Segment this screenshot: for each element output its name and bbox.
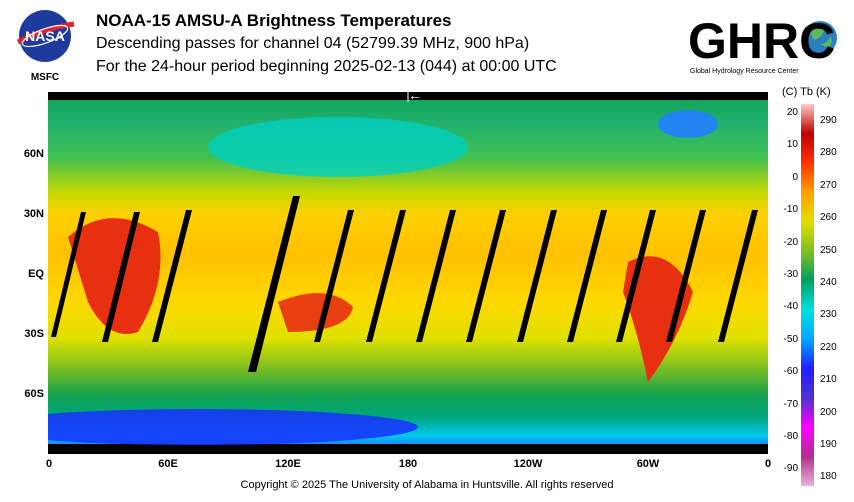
title-block: NOAA-15 AMSU-A Brightness Temperatures D… <box>96 10 557 78</box>
lon-label: 0 <box>764 458 772 470</box>
nasa-logo-text: NASA <box>25 28 65 44</box>
chart-subtitle: Descending passes for channel 04 (52799.… <box>96 35 530 52</box>
lat-label: 60N <box>23 148 44 160</box>
colorbar-kelvin-label: 270 <box>820 179 837 191</box>
south-america-warm-region <box>623 256 693 382</box>
antarctic-cold-region <box>48 409 418 445</box>
colorbar-kelvin-label: 240 <box>820 277 837 288</box>
nasa-logo-caption: MSFC <box>31 72 59 82</box>
colorbar-celsius-label: 20 <box>786 107 798 118</box>
colorbar-header: (C) Tb (K) <box>782 86 831 98</box>
colorbar-kelvin-label: 230 <box>820 309 837 321</box>
lat-label: 30S <box>24 328 44 340</box>
copyright-notice: Copyright © 2025 The University of Alaba… <box>240 479 614 491</box>
ghrc-logo-caption: Global Hydrology Resource Center <box>690 68 799 75</box>
lon-label: 60E <box>158 458 178 470</box>
colorbar-kelvin-label: 250 <box>820 244 837 256</box>
lon-label: 120W <box>513 458 543 470</box>
ghrc-logo-text: GHRC <box>688 13 835 69</box>
colorbar-kelvin-label: 210 <box>820 374 837 386</box>
colorbar-celsius-label: -40 <box>783 301 798 313</box>
australia-warm-region <box>278 293 353 332</box>
brightness-temperature-map <box>48 92 768 454</box>
colorbar-celsius-label: -70 <box>783 398 798 410</box>
colorbar-kelvin-label: 260 <box>820 212 837 224</box>
chart-title: NOAA-15 AMSU-A Brightness Temperatures <box>96 11 452 30</box>
africa-warm-region <box>68 218 161 334</box>
lat-label: 30N <box>23 208 44 220</box>
colorbar-celsius-label: 10 <box>786 139 798 151</box>
colorbar-celsius-label: -20 <box>783 236 798 248</box>
colorbar-celsius-label: -50 <box>783 333 798 345</box>
pass-direction-arrow: ← <box>408 87 422 103</box>
colorbar-kelvin-label: 220 <box>820 341 837 353</box>
orbit-gap-swaths <box>51 196 758 372</box>
colorbar-kelvin-label: 190 <box>820 439 837 450</box>
lon-label: 60W <box>636 458 660 470</box>
colorbar-celsius-label: -90 <box>783 463 798 475</box>
colorbar-celsius-label: -80 <box>783 431 798 442</box>
colorbar-celsius-label: -60 <box>783 366 798 378</box>
colorbar-celsius-label: -30 <box>783 269 798 280</box>
colorbar-kelvin-label: 290 <box>820 115 837 126</box>
greenland-cold-region <box>658 110 718 138</box>
arctic-cold-region <box>208 117 468 177</box>
lon-label: 120E <box>275 458 301 470</box>
colorbar-kelvin-label: 180 <box>820 471 837 483</box>
lat-label: 60S <box>24 388 44 400</box>
colorbar-kelvin-label: 280 <box>820 147 837 159</box>
lon-label: 180 <box>398 458 418 470</box>
colorbar <box>801 104 814 486</box>
colorbar-kelvin-label: 200 <box>820 406 837 418</box>
colorbar-celsius-label: 0 <box>792 171 798 183</box>
ghrc-logo: GHRC Global Hydrology Resource Center <box>688 13 837 75</box>
lat-label: EQ <box>28 268 44 280</box>
colorbar-celsius-label: -10 <box>783 204 798 216</box>
lon-label: 0 <box>45 458 53 470</box>
time-period: For the 24-hour period beginning 2025-02… <box>96 58 557 75</box>
nasa-meatball-logo: NASA MSFC <box>16 10 75 82</box>
